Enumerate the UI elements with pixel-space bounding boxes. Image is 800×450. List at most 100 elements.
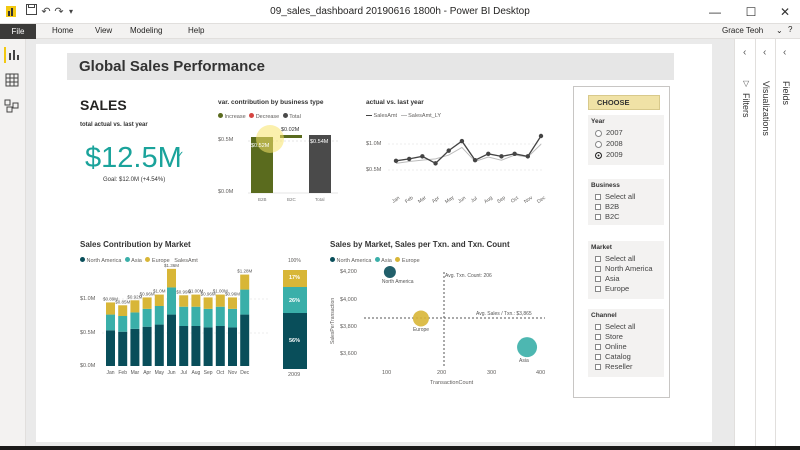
legend-increase: Increase xyxy=(224,114,246,120)
business-b2c[interactable]: B2C xyxy=(595,212,620,221)
line-point[interactable] xyxy=(499,154,504,159)
line-point[interactable] xyxy=(433,161,438,166)
market-bar-north-america[interactable] xyxy=(228,327,237,366)
file-tab[interactable]: File xyxy=(0,24,36,39)
market-bar-europe[interactable] xyxy=(154,294,164,306)
year-option-2007[interactable]: 2007 xyxy=(595,128,623,137)
menu-modeling[interactable]: Modeling xyxy=(130,26,163,35)
market-bar-asia[interactable] xyxy=(191,306,201,326)
market-europe[interactable]: Europe xyxy=(595,284,629,293)
channel-select-all[interactable]: Select all xyxy=(595,322,635,331)
market-bar-north-america[interactable] xyxy=(179,326,189,366)
market-asia[interactable]: Asia xyxy=(595,274,620,283)
market-bar-europe[interactable] xyxy=(106,302,115,315)
help-icon[interactable]: ? xyxy=(788,25,793,34)
scatter-chart[interactable]: Sales by Market, Sales per Txn. and Txn.… xyxy=(330,238,550,390)
scatter-point-asia[interactable] xyxy=(517,337,538,358)
fields-pane-tab[interactable]: Fields xyxy=(781,81,791,106)
user-name[interactable]: Grace Teoh xyxy=(722,26,764,35)
channel-catalog[interactable]: Catalog xyxy=(595,352,631,361)
line-point[interactable] xyxy=(512,151,517,157)
market-bar-asia[interactable] xyxy=(179,306,189,326)
business-b2b[interactable]: B2B xyxy=(595,202,619,211)
business-select-all[interactable]: Select all xyxy=(595,192,635,201)
line-point[interactable] xyxy=(393,158,399,164)
report-view-icon[interactable] xyxy=(4,47,22,63)
line-point[interactable] xyxy=(525,154,531,159)
market-bar-asia[interactable] xyxy=(215,306,225,326)
market-bar-europe[interactable] xyxy=(191,294,201,307)
market-bar-europe[interactable] xyxy=(142,297,152,309)
line-point[interactable] xyxy=(472,157,478,163)
market-bar-asia[interactable] xyxy=(203,308,213,328)
maximize-button[interactable]: ☐ xyxy=(745,5,757,19)
redo-icon[interactable]: ↷ xyxy=(54,6,64,18)
market-bar-north-america[interactable] xyxy=(118,331,128,366)
line-chart[interactable]: actual vs. last year SalesAmt SalesAmt_L… xyxy=(366,97,548,207)
scatter-point-europe[interactable] xyxy=(412,310,429,327)
market-bar-asia[interactable] xyxy=(130,312,140,329)
market-bar-europe[interactable] xyxy=(240,274,250,290)
market-bar-north-america[interactable] xyxy=(142,326,152,366)
year-option-2008[interactable]: 2008 xyxy=(595,139,623,148)
year-option-2009[interactable]: 2009 xyxy=(595,150,623,159)
market-bar-asia[interactable] xyxy=(118,316,128,332)
market-bar-europe[interactable] xyxy=(130,300,140,313)
quick-access-dropdown-icon[interactable]: ▾ xyxy=(68,7,73,16)
channel-reseller[interactable]: Reseller xyxy=(595,362,633,371)
market-bar-north-america[interactable] xyxy=(154,324,164,366)
market-slicer: Market Select all North America Asia Eur… xyxy=(588,241,664,299)
line-point[interactable] xyxy=(446,148,451,153)
market-bar-asia[interactable] xyxy=(154,306,164,325)
market-bar-europe[interactable] xyxy=(179,295,189,307)
fields-collapse-icon[interactable]: ‹ xyxy=(783,47,787,58)
market-bar-europe[interactable] xyxy=(118,305,128,316)
visualizations-pane-tab[interactable]: Visualizations xyxy=(761,81,771,136)
line-point[interactable] xyxy=(420,154,425,159)
market-bar-asia[interactable] xyxy=(240,289,250,315)
ribbon-expand-icon[interactable]: ⌄ xyxy=(776,26,783,35)
market-bar-north-america[interactable] xyxy=(167,314,176,366)
filters-pane-tab[interactable]: Filters xyxy=(741,93,751,118)
scatter-point-north-america[interactable] xyxy=(383,266,396,278)
close-button[interactable]: ✕ xyxy=(779,5,791,19)
save-icon[interactable] xyxy=(24,4,38,20)
data-view-icon[interactable] xyxy=(4,73,22,89)
line-point[interactable] xyxy=(459,138,465,144)
menu-view[interactable]: View xyxy=(95,26,113,35)
market-chart[interactable]: Sales Contribution by Market North Ameri… xyxy=(80,238,310,388)
line-point[interactable] xyxy=(538,133,544,139)
market-bar-europe[interactable] xyxy=(167,268,176,288)
channel-online[interactable]: Online xyxy=(595,342,627,351)
market-bar-asia[interactable] xyxy=(167,287,176,315)
filter-icon: ▽ xyxy=(743,79,750,88)
model-view-icon[interactable] xyxy=(4,99,22,115)
menu-home[interactable]: Home xyxy=(52,26,74,35)
visualizations-collapse-icon[interactable]: ‹ xyxy=(763,47,767,58)
market-bar-asia[interactable] xyxy=(106,314,115,331)
market-bar-north-america[interactable] xyxy=(240,314,250,366)
filters-collapse-icon[interactable]: ‹ xyxy=(743,47,747,58)
line-point[interactable] xyxy=(486,151,491,157)
undo-icon[interactable]: ↶ xyxy=(41,6,51,18)
market-bar-europe[interactable] xyxy=(203,297,213,309)
market-bar-asia[interactable] xyxy=(142,308,152,327)
line-point[interactable] xyxy=(406,156,412,162)
market-bar-europe[interactable] xyxy=(228,297,237,309)
market-bar-europe[interactable] xyxy=(215,294,225,307)
market-north-america[interactable]: North America xyxy=(595,264,653,273)
kpi-value[interactable]: $12.5M xyxy=(85,142,182,174)
market-bar-north-america[interactable] xyxy=(203,327,213,366)
menu-help[interactable]: Help xyxy=(188,26,205,35)
market-bar-north-america[interactable] xyxy=(215,326,225,366)
market-select-all[interactable]: Select all xyxy=(595,254,635,263)
pct-stack-chart[interactable]: 100% 17% 26% 56% 2009 xyxy=(280,258,310,383)
market-bar-north-america[interactable] xyxy=(191,326,201,366)
minimize-button[interactable]: — xyxy=(709,5,721,19)
market-bar-north-america[interactable] xyxy=(106,330,115,366)
market-bar-asia[interactable] xyxy=(228,308,237,328)
market-bar-north-america[interactable] xyxy=(130,328,140,366)
waterfall-chart[interactable]: var. contribution by business type Incre… xyxy=(218,97,346,209)
channel-store[interactable]: Store xyxy=(595,332,623,341)
market-xtick: Aug xyxy=(191,370,200,376)
